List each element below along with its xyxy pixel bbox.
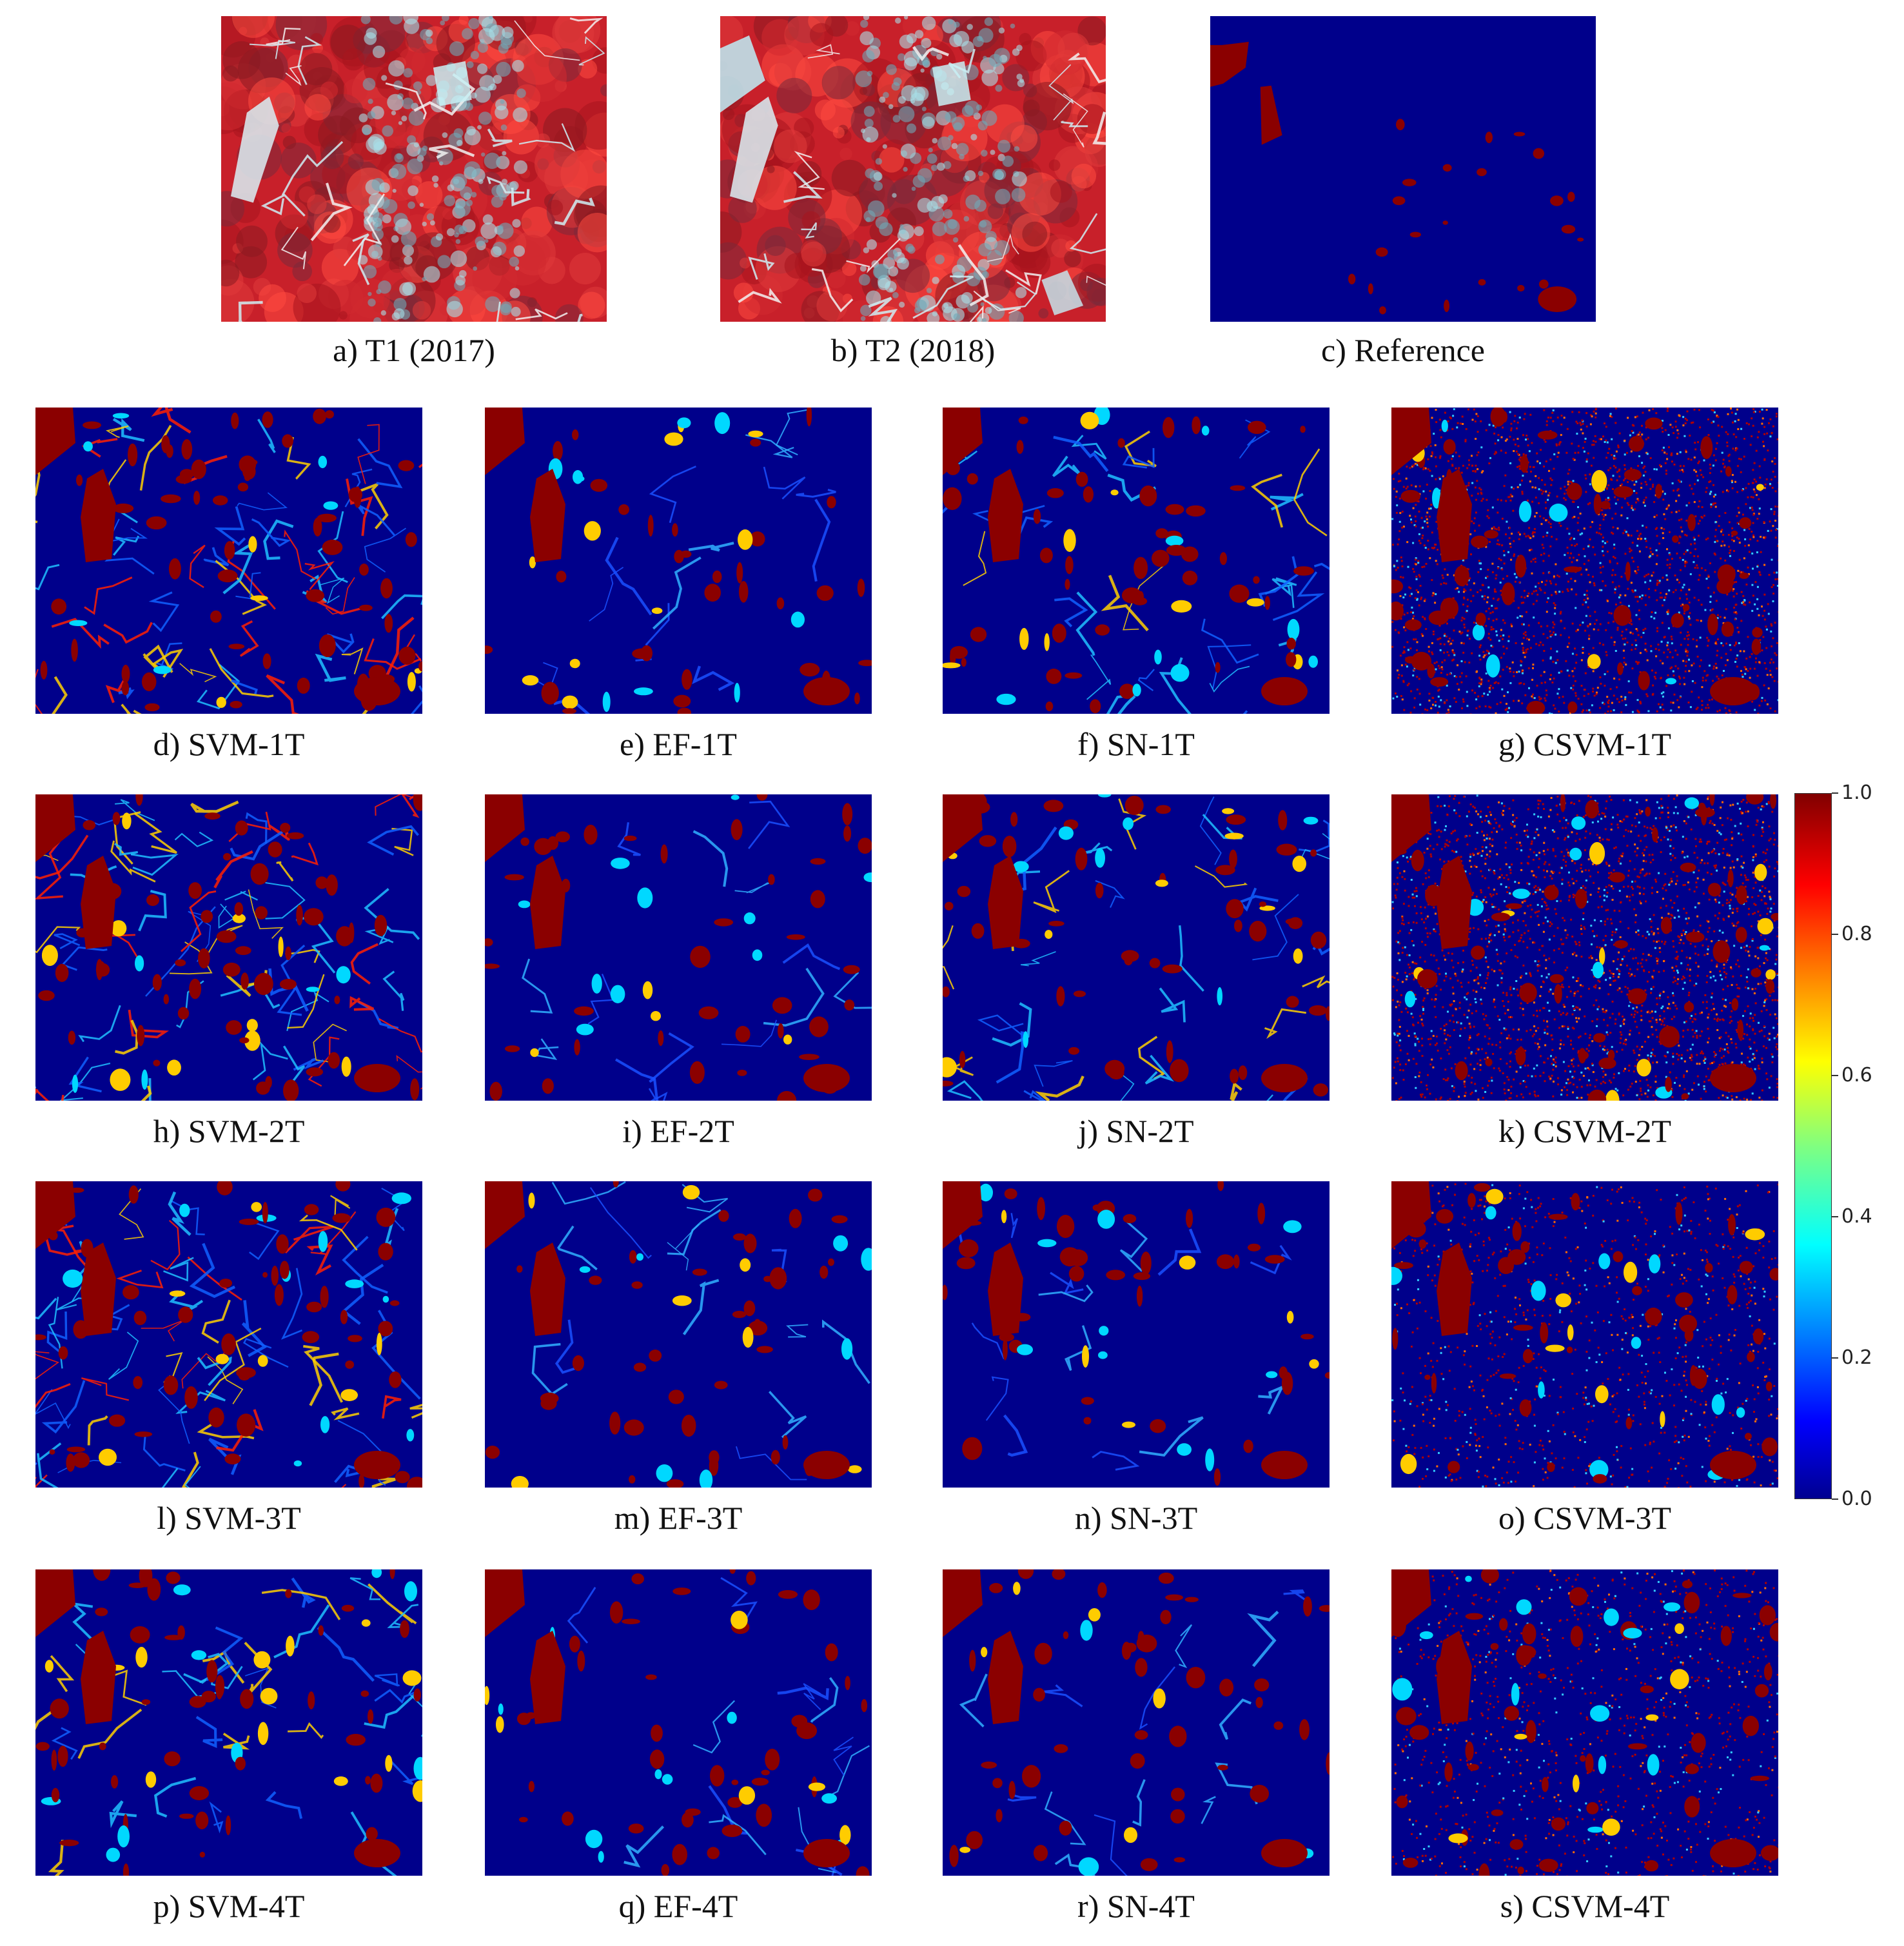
- panel-d-svm: [35, 408, 422, 714]
- caption-l: l) SVM-3T: [157, 1500, 301, 1536]
- panel-h-svm: [35, 794, 422, 1101]
- panel-b-t2-2018: [720, 16, 1106, 322]
- panel-i-ef: [485, 794, 872, 1101]
- colorbar-tick-label: 0.8: [1841, 923, 1872, 945]
- caption-o: o) CSVM-3T: [1498, 1500, 1672, 1536]
- caption-e: e) EF-1T: [620, 726, 737, 762]
- caption-q: q) EF-4T: [618, 1888, 738, 1924]
- colorbar-tick-label: 0.0: [1841, 1488, 1872, 1510]
- caption-j: j) SN-2T: [1078, 1113, 1194, 1149]
- caption-r: r) SN-4T: [1077, 1888, 1195, 1924]
- colorbar-tick-label: 0.6: [1841, 1064, 1872, 1086]
- colorbar-tick-mark: [1832, 792, 1838, 794]
- caption-i: i) EF-2T: [622, 1113, 734, 1149]
- panel-k-csvm: [1391, 794, 1778, 1101]
- caption-s: s) CSVM-4T: [1500, 1888, 1670, 1924]
- colorbar-tick-mark: [1832, 1075, 1838, 1076]
- panel-o-csvm: [1391, 1181, 1778, 1488]
- panel-p-svm: [35, 1569, 422, 1876]
- caption-n: n) SN-3T: [1074, 1500, 1198, 1536]
- caption-g: g) CSVM-1T: [1498, 726, 1672, 762]
- caption-p: p) SVM-4T: [153, 1888, 305, 1924]
- panel-q-ef: [485, 1569, 872, 1876]
- caption-k: k) CSVM-2T: [1498, 1113, 1672, 1149]
- caption-d: d) SVM-1T: [153, 726, 305, 762]
- colorbar-tick-mark: [1832, 1357, 1838, 1359]
- panel-g-csvm: [1391, 408, 1778, 714]
- colorbar-tick-label: 0.2: [1841, 1346, 1872, 1369]
- caption-m: m) EF-3T: [614, 1500, 743, 1536]
- caption-b: b) T2 (2018): [830, 332, 996, 368]
- panel-a-t1-2017: [221, 16, 607, 322]
- colorbar-tick-mark: [1832, 1499, 1838, 1500]
- panel-l-svm: [35, 1181, 422, 1488]
- caption-h: h) SVM-2T: [153, 1113, 305, 1149]
- panel-j-sn: [943, 794, 1330, 1101]
- panel-e-ef: [485, 408, 872, 714]
- panel-s-csvm: [1391, 1569, 1778, 1876]
- caption-c: c) Reference: [1321, 332, 1485, 368]
- panel-f-sn: [943, 408, 1330, 714]
- colorbar-tick-mark: [1832, 934, 1838, 935]
- caption-a: a) T1 (2017): [333, 332, 495, 368]
- panel-c-reference: [1210, 16, 1596, 322]
- caption-f: f) SN-1T: [1077, 726, 1195, 762]
- panel-m-ef: [485, 1181, 872, 1488]
- colorbar-tick-label: 1.0: [1841, 781, 1872, 804]
- colorbar: [1794, 793, 1832, 1499]
- panel-n-sn: [943, 1181, 1330, 1488]
- panel-r-sn: [943, 1569, 1330, 1876]
- colorbar-tick-mark: [1832, 1216, 1838, 1217]
- colorbar-tick-label: 0.4: [1841, 1205, 1872, 1228]
